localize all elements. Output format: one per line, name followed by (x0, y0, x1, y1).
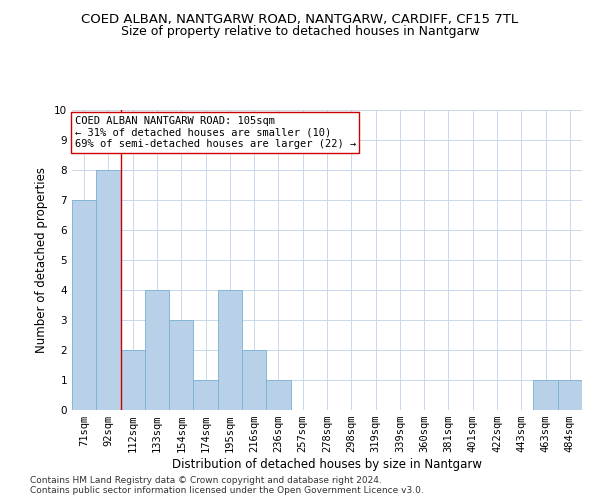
Bar (218, 290, 242, 410)
X-axis label: Distribution of detached houses by size in Nantgarw: Distribution of detached houses by size … (172, 458, 482, 471)
Bar (169, 320, 193, 410)
Y-axis label: Number of detached properties: Number of detached properties (35, 167, 49, 353)
Bar (558, 380, 582, 410)
Bar (242, 350, 266, 410)
Bar (96, 170, 121, 410)
Text: Contains HM Land Registry data © Crown copyright and database right 2024.: Contains HM Land Registry data © Crown c… (30, 476, 382, 485)
Text: Contains public sector information licensed under the Open Government Licence v3: Contains public sector information licen… (30, 486, 424, 495)
Bar (72, 200, 96, 410)
Text: COED ALBAN NANTGARW ROAD: 105sqm
← 31% of detached houses are smaller (10)
69% o: COED ALBAN NANTGARW ROAD: 105sqm ← 31% o… (74, 116, 356, 149)
Bar (145, 290, 169, 410)
Bar (266, 380, 290, 410)
Text: Size of property relative to detached houses in Nantgarw: Size of property relative to detached ho… (121, 25, 479, 38)
Bar (193, 380, 218, 410)
Bar (533, 380, 558, 410)
Text: COED ALBAN, NANTGARW ROAD, NANTGARW, CARDIFF, CF15 7TL: COED ALBAN, NANTGARW ROAD, NANTGARW, CAR… (82, 12, 518, 26)
Bar (121, 350, 145, 410)
